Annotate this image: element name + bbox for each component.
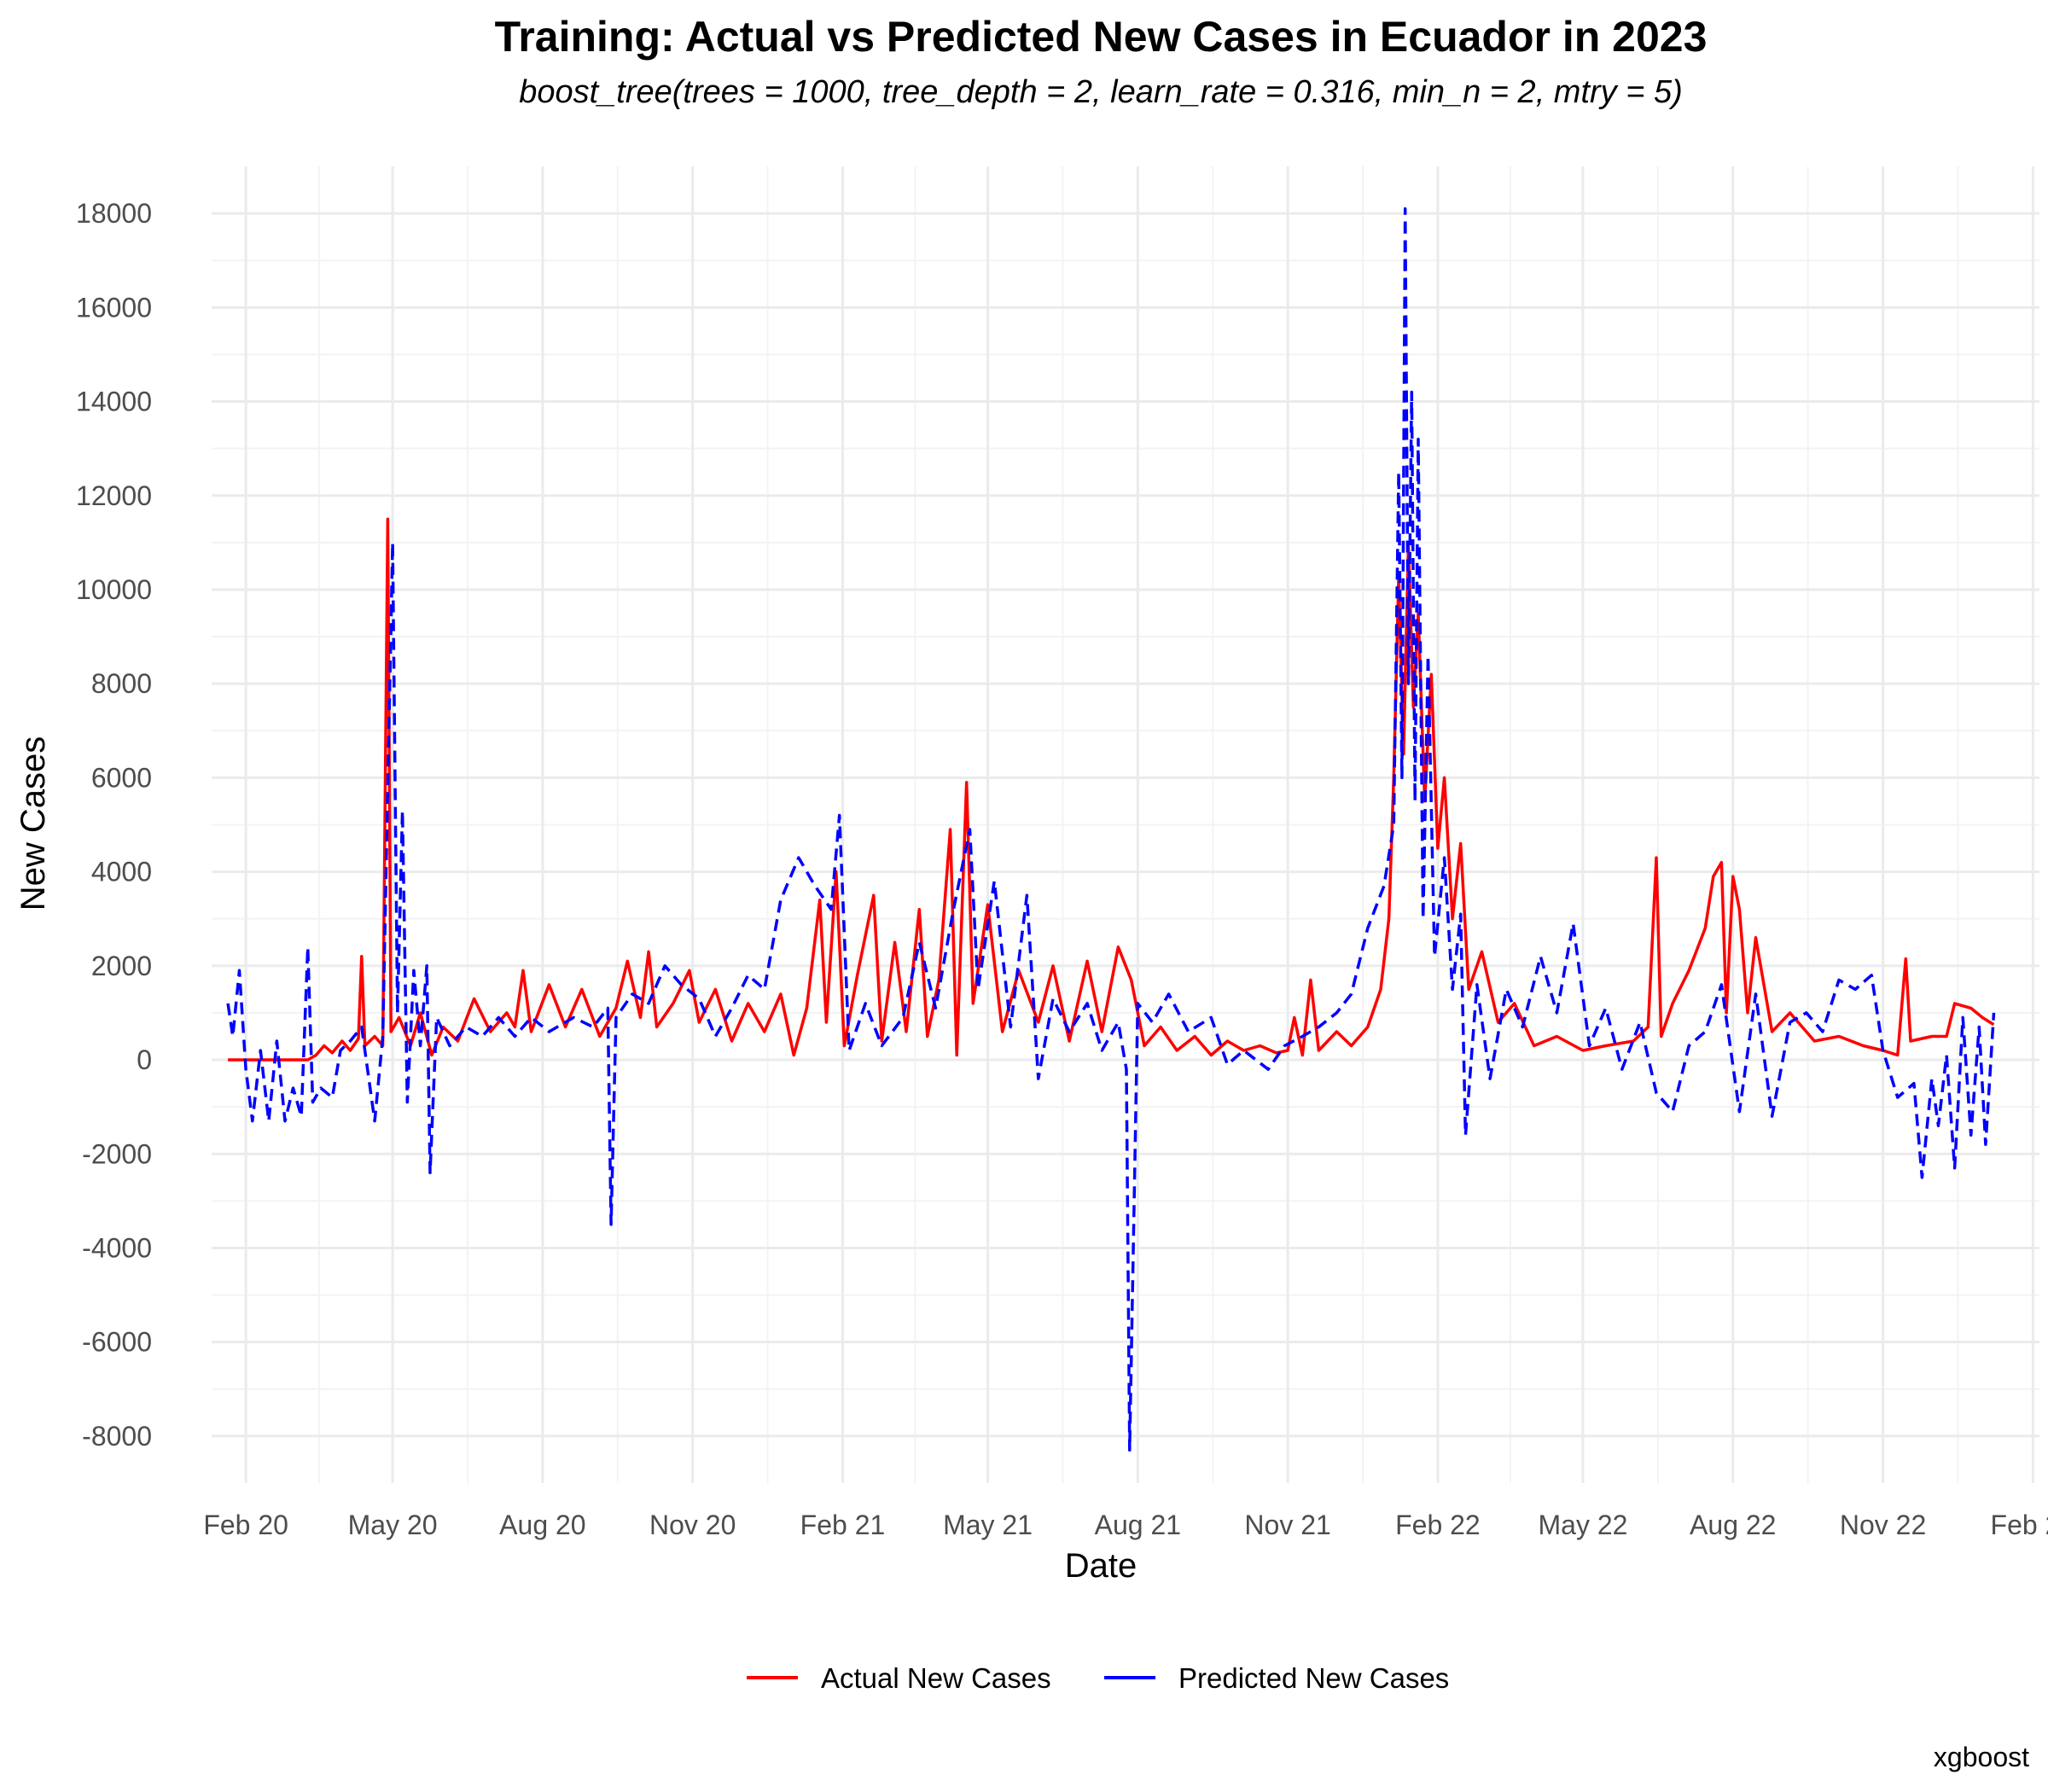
y-tick-label: 16000	[76, 292, 152, 323]
x-tick-label: Aug 22	[1690, 1510, 1776, 1540]
y-tick-label: -8000	[82, 1421, 152, 1452]
y-tick-label: -6000	[82, 1327, 152, 1358]
y-tick-labels: 18000 16000 14000 12000 10000 8000 6000 4000 200…	[76, 198, 152, 1452]
x-tick-label: Aug 21	[1095, 1510, 1181, 1540]
x-tick-label: Feb 23	[1991, 1510, 2048, 1540]
y-tick-label: 8000	[91, 668, 152, 699]
y-tick-label: 10000	[76, 574, 152, 605]
series-line-actual	[228, 517, 1995, 1062]
x-tick-label: Nov 21	[1244, 1510, 1330, 1540]
y-tick-label: 6000	[91, 762, 152, 793]
y-axis-title: New Cases	[15, 736, 52, 911]
y-tick-label: 4000	[91, 857, 152, 887]
chart-subtitle: boost_tree(trees = 1000, tree_depth = 2,…	[519, 74, 1683, 110]
x-tick-labels: Feb 20 May 20 Aug 20 Nov 20 Feb 21 May 21 Aug …	[203, 1510, 2048, 1540]
x-tick-label: May 20	[348, 1510, 438, 1540]
y-tick-label: -2000	[82, 1138, 152, 1169]
legend: Actual New Cases Predicted New Cases	[747, 1662, 1449, 1694]
series-line-predicted	[226, 207, 1996, 1452]
chart-title: Training: Actual vs Predicted New Cases …	[495, 13, 1708, 61]
series-lines	[226, 207, 1996, 1452]
y-tick-label: 14000	[76, 387, 152, 417]
x-tick-label: Aug 20	[499, 1510, 585, 1540]
y-tick-label: -4000	[82, 1232, 152, 1263]
x-tick-label: Feb 20	[203, 1510, 288, 1540]
legend-label-actual: Actual New Cases	[821, 1662, 1051, 1694]
x-tick-label: May 21	[943, 1510, 1033, 1540]
y-tick-label: 0	[137, 1044, 152, 1075]
y-tick-label: 18000	[76, 198, 152, 229]
x-axis-title: Date	[1065, 1547, 1137, 1585]
x-tick-label: Feb 22	[1395, 1510, 1481, 1540]
x-tick-label: Feb 21	[800, 1510, 886, 1540]
caption: xgboost	[1934, 1742, 2029, 1772]
x-tick-label: Nov 22	[1840, 1510, 1926, 1540]
y-tick-label: 12000	[76, 480, 152, 511]
x-tick-label: Nov 20	[649, 1510, 736, 1540]
legend-label-predicted: Predicted New Cases	[1178, 1662, 1449, 1694]
x-tick-label: May 22	[1539, 1510, 1628, 1540]
grid-lines	[212, 166, 2039, 1483]
y-tick-label: 2000	[91, 951, 152, 981]
